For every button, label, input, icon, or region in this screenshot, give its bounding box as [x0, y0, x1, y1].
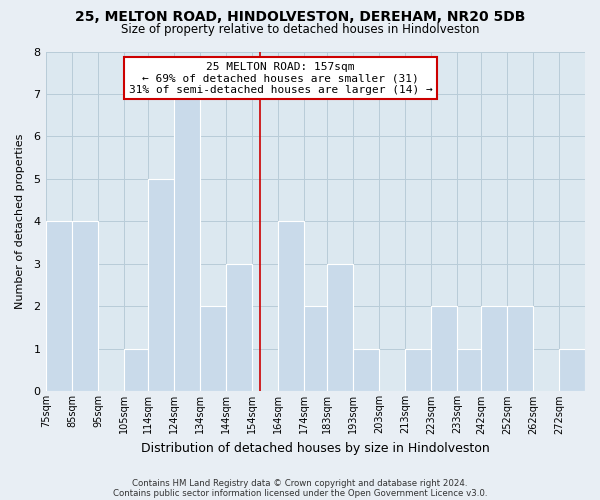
Text: 25, MELTON ROAD, HINDOLVESTON, DEREHAM, NR20 5DB: 25, MELTON ROAD, HINDOLVESTON, DEREHAM, …	[75, 10, 525, 24]
Bar	[148, 179, 173, 392]
Text: Size of property relative to detached houses in Hindolveston: Size of property relative to detached ho…	[121, 22, 479, 36]
Text: Contains public sector information licensed under the Open Government Licence v3: Contains public sector information licen…	[113, 488, 487, 498]
Bar	[327, 264, 353, 392]
Bar	[173, 94, 200, 392]
Bar	[304, 306, 327, 392]
Bar	[457, 349, 481, 392]
Bar	[46, 222, 72, 392]
Bar	[200, 306, 226, 392]
Bar	[124, 349, 148, 392]
Bar	[431, 306, 457, 392]
Bar	[226, 264, 252, 392]
Bar	[72, 222, 98, 392]
Bar	[406, 349, 431, 392]
Text: 25 MELTON ROAD: 157sqm
← 69% of detached houses are smaller (31)
31% of semi-det: 25 MELTON ROAD: 157sqm ← 69% of detached…	[128, 62, 433, 95]
Bar	[481, 306, 507, 392]
Bar	[559, 349, 585, 392]
Bar	[278, 222, 304, 392]
X-axis label: Distribution of detached houses by size in Hindolveston: Distribution of detached houses by size …	[141, 442, 490, 455]
Text: Contains HM Land Registry data © Crown copyright and database right 2024.: Contains HM Land Registry data © Crown c…	[132, 478, 468, 488]
Bar	[353, 349, 379, 392]
Y-axis label: Number of detached properties: Number of detached properties	[15, 134, 25, 309]
Bar	[507, 306, 533, 392]
